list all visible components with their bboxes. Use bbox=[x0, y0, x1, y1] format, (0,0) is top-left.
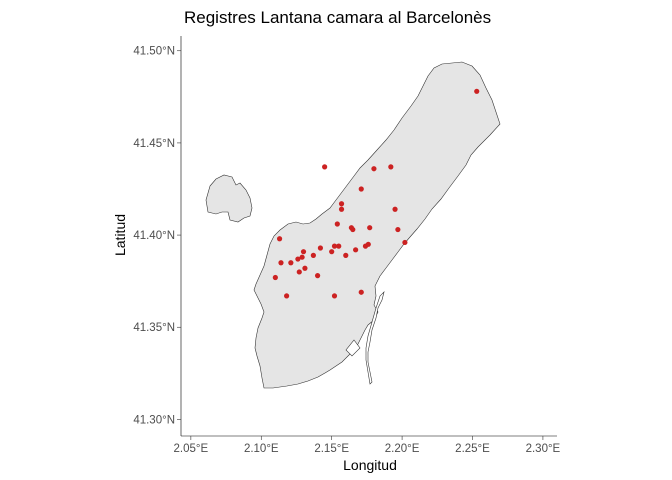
y-axis-label: Latitud bbox=[112, 214, 128, 256]
x-tick-label: 2.25°E bbox=[455, 443, 490, 455]
observation-point bbox=[296, 269, 302, 275]
observation-point bbox=[343, 252, 349, 258]
observation-point bbox=[288, 260, 294, 266]
y-tick-label: 41.40°N bbox=[133, 230, 175, 242]
observation-point bbox=[371, 166, 377, 172]
observation-point bbox=[334, 221, 340, 227]
plot-area bbox=[205, 61, 501, 389]
observation-point bbox=[338, 201, 345, 207]
observation-point bbox=[310, 252, 316, 258]
observation-point bbox=[367, 225, 373, 231]
barcelones-land-west-polygon bbox=[205, 174, 253, 223]
observation-point bbox=[322, 164, 328, 170]
x-tick-label: 2.30°E bbox=[526, 443, 561, 455]
axes: 2.05°E 2.10°E 2.15°E 2.20°E 2.25°E 2.30°E 41.… bbox=[133, 36, 561, 455]
observation-point bbox=[338, 206, 345, 212]
y-tick-label: 41.35°N bbox=[133, 322, 175, 334]
x-tick-label: 2.15°E bbox=[314, 443, 349, 455]
observation-point bbox=[474, 88, 480, 94]
chart-title: Registres Lantana camara al Barcelonès bbox=[184, 8, 491, 27]
y-tick-label: 41.45°N bbox=[133, 138, 175, 150]
observation-point bbox=[358, 186, 364, 192]
observation-point bbox=[388, 164, 394, 170]
observation-point bbox=[284, 293, 290, 299]
observation-point bbox=[276, 236, 283, 242]
observation-point bbox=[272, 274, 278, 281]
observation-point bbox=[392, 206, 398, 212]
observation-point bbox=[300, 249, 307, 255]
observation-point bbox=[350, 226, 356, 233]
observation-point bbox=[331, 243, 338, 249]
y-tick-label: 41.50°N bbox=[133, 46, 175, 58]
observation-point bbox=[402, 239, 408, 246]
x-tick-label: 2.10°E bbox=[244, 443, 279, 455]
observation-point bbox=[278, 260, 284, 266]
observation-point bbox=[358, 289, 364, 295]
y-ticks: 41.30°N 41.35°N 41.40°N 41.45°N 41.50°N bbox=[133, 46, 181, 426]
x-tick-label: 2.20°E bbox=[385, 443, 420, 455]
observation-points bbox=[272, 88, 480, 299]
x-ticks: 2.05°E 2.10°E 2.15°E 2.20°E 2.25°E 2.30°E bbox=[174, 436, 561, 455]
port-outline bbox=[345, 291, 385, 385]
observation-point bbox=[336, 243, 342, 249]
observation-point bbox=[302, 265, 308, 271]
observation-point bbox=[362, 243, 369, 249]
observation-point bbox=[317, 245, 324, 251]
observation-point bbox=[331, 293, 338, 299]
observation-point bbox=[353, 247, 359, 253]
y-tick-label: 41.30°N bbox=[133, 414, 175, 426]
observation-point bbox=[329, 249, 335, 255]
observation-point bbox=[299, 254, 305, 260]
observation-point bbox=[395, 226, 401, 233]
x-tick-label: 2.05°E bbox=[174, 443, 209, 455]
observation-point bbox=[295, 256, 301, 262]
barcelones-land-polygon bbox=[253, 61, 501, 389]
observation-point bbox=[314, 273, 321, 279]
x-axis-label: Longitud bbox=[343, 457, 397, 473]
